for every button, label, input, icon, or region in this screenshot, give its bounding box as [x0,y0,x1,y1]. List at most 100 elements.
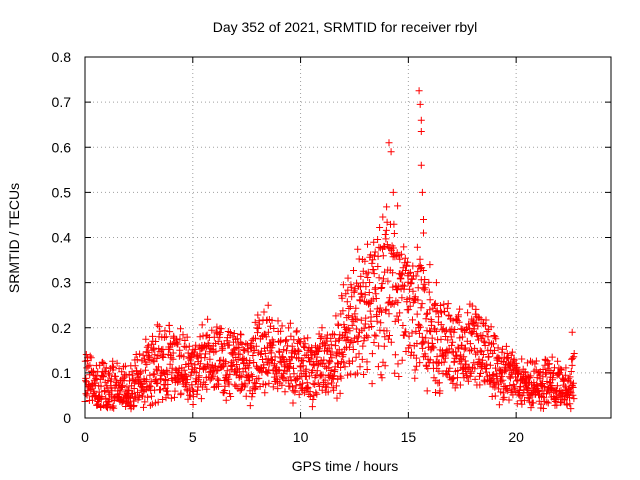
data-point [246,377,253,385]
data-point [570,395,578,403]
data-point [352,304,360,312]
data-point [348,293,356,301]
data-point [506,382,514,389]
data-point [368,380,376,388]
data-point [451,326,459,333]
data-point [395,316,402,324]
data-point [476,347,484,355]
data-point [374,363,382,371]
data-point [491,392,499,400]
data-point [148,400,156,408]
data-point [363,358,371,366]
data-point [480,337,488,345]
data-point [264,301,272,309]
data-point [499,345,506,353]
data-point [500,393,508,401]
data-point [351,310,359,318]
x-tick-label: 5 [189,429,197,445]
data-point [433,327,441,335]
data-point [444,300,452,308]
data-point [513,400,521,408]
data-point [292,382,300,390]
data-point [252,334,259,342]
data-point [443,304,451,312]
data-point [364,240,371,248]
data-point [418,188,426,196]
data-point [344,274,352,282]
data-point [406,302,414,310]
data-point [128,371,136,379]
data-point [458,342,466,350]
data-point [441,354,449,362]
data-point [327,334,335,342]
data-point [566,400,574,408]
data-point [448,341,456,349]
x-tick-label: 10 [293,429,309,445]
data-point [252,342,260,350]
data-point [494,353,502,361]
data-point [457,351,465,359]
data-point [461,357,469,365]
data-point [567,405,575,413]
data-point [321,362,329,370]
data-point [405,332,413,340]
data-point [402,348,410,355]
data-point [368,350,376,358]
data-point [355,350,363,358]
data-point [164,391,172,399]
data-point [149,371,157,379]
data-point [341,363,349,371]
data-point [339,307,347,315]
data-point [287,360,295,367]
data-point [289,399,297,407]
data-point [295,348,303,355]
data-point [236,387,244,395]
data-point [486,361,494,369]
data-point [398,356,406,364]
data-point [82,390,90,398]
data-point [499,376,507,384]
data-point [177,389,185,397]
data-point [368,259,376,267]
data-point [406,268,414,276]
data-point [337,374,345,382]
data-point [415,87,423,95]
data-point [417,128,425,135]
data-point [283,347,290,355]
data-point [435,367,443,375]
data-point [502,342,510,350]
data-point [278,322,286,330]
data-point [255,320,263,328]
data-point [381,231,389,238]
data-point [123,383,131,391]
data-point [84,362,92,370]
data-point [227,393,235,400]
data-point [475,336,482,344]
data-point [310,362,318,370]
data-point [426,306,434,314]
data-point [179,331,187,339]
data-point [99,358,107,366]
data-point [141,398,149,406]
data-point [432,279,440,287]
data-point [271,360,279,368]
data-point [416,100,424,108]
data-point [509,391,517,399]
data-point [269,341,277,349]
data-point [454,367,462,374]
data-point [364,274,372,281]
data-point [188,381,196,389]
data-point [387,148,395,156]
data-point [169,349,177,357]
data-point [315,382,323,390]
data-point [255,374,263,382]
data-point [191,361,199,369]
data-point [376,224,384,231]
data-point [339,281,347,289]
data-point [326,358,334,366]
data-point [472,305,480,313]
data-point [324,380,332,388]
data-point [378,308,385,316]
data-point [262,333,270,341]
data-point [544,399,552,407]
